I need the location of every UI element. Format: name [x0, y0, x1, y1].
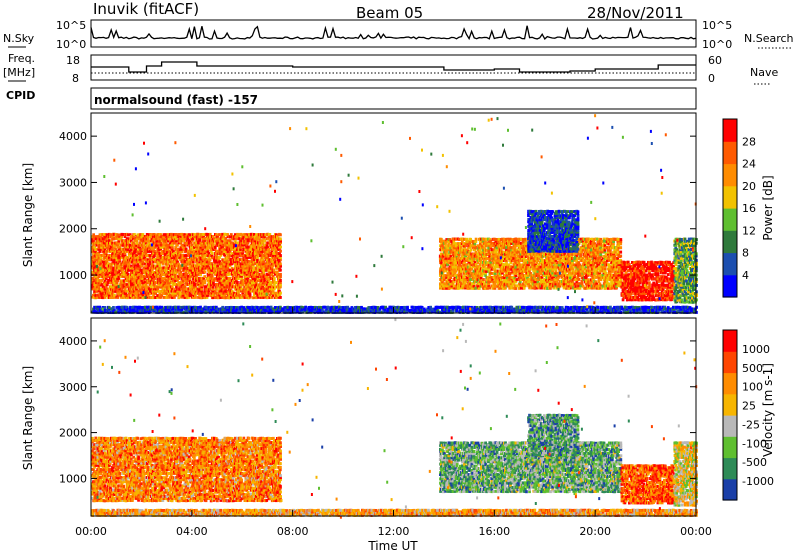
sky-tick-bottom: 10^0 — [56, 38, 86, 51]
search-noise-label: N.Search — [744, 32, 794, 45]
heatmap-cell — [113, 294, 116, 297]
sky-noise-label: N.Sky — [3, 32, 35, 45]
freq-tick-18: 18 — [66, 54, 80, 67]
freq-series — [91, 62, 696, 72]
rti-plot: Inuvik (fitACF) Beam 05 28/Nov/2011 N.Sk… — [0, 0, 800, 554]
beam-title: Beam 05 — [356, 4, 423, 22]
sky-noise-series — [91, 26, 696, 39]
sky-noise-frame — [91, 20, 696, 47]
heatmap-cell — [158, 290, 161, 293]
sky-tick-top-right: 10^5 — [702, 19, 732, 32]
freq-unit-label: [MHz] — [3, 66, 35, 79]
freq-label: Freq. — [8, 52, 35, 65]
nave-tick-0: 0 — [708, 72, 715, 85]
cpid-label: CPID — [6, 89, 35, 102]
cpid-text: normalsound (fast) -157 — [94, 93, 258, 107]
power-heatmap-cells — [91, 114, 698, 314]
nave-tick-60: 60 — [708, 54, 722, 67]
sky-tick-bottom-right: 10^0 — [702, 38, 732, 51]
sky-tick-top: 10^5 — [56, 19, 86, 32]
date-title: 28/Nov/2011 — [587, 4, 684, 22]
station-title: Inuvik (fitACF) — [93, 0, 199, 18]
freq-tick-8: 8 — [72, 72, 79, 85]
nave-label: Nave — [750, 66, 778, 79]
heatmap-cell — [148, 240, 151, 243]
